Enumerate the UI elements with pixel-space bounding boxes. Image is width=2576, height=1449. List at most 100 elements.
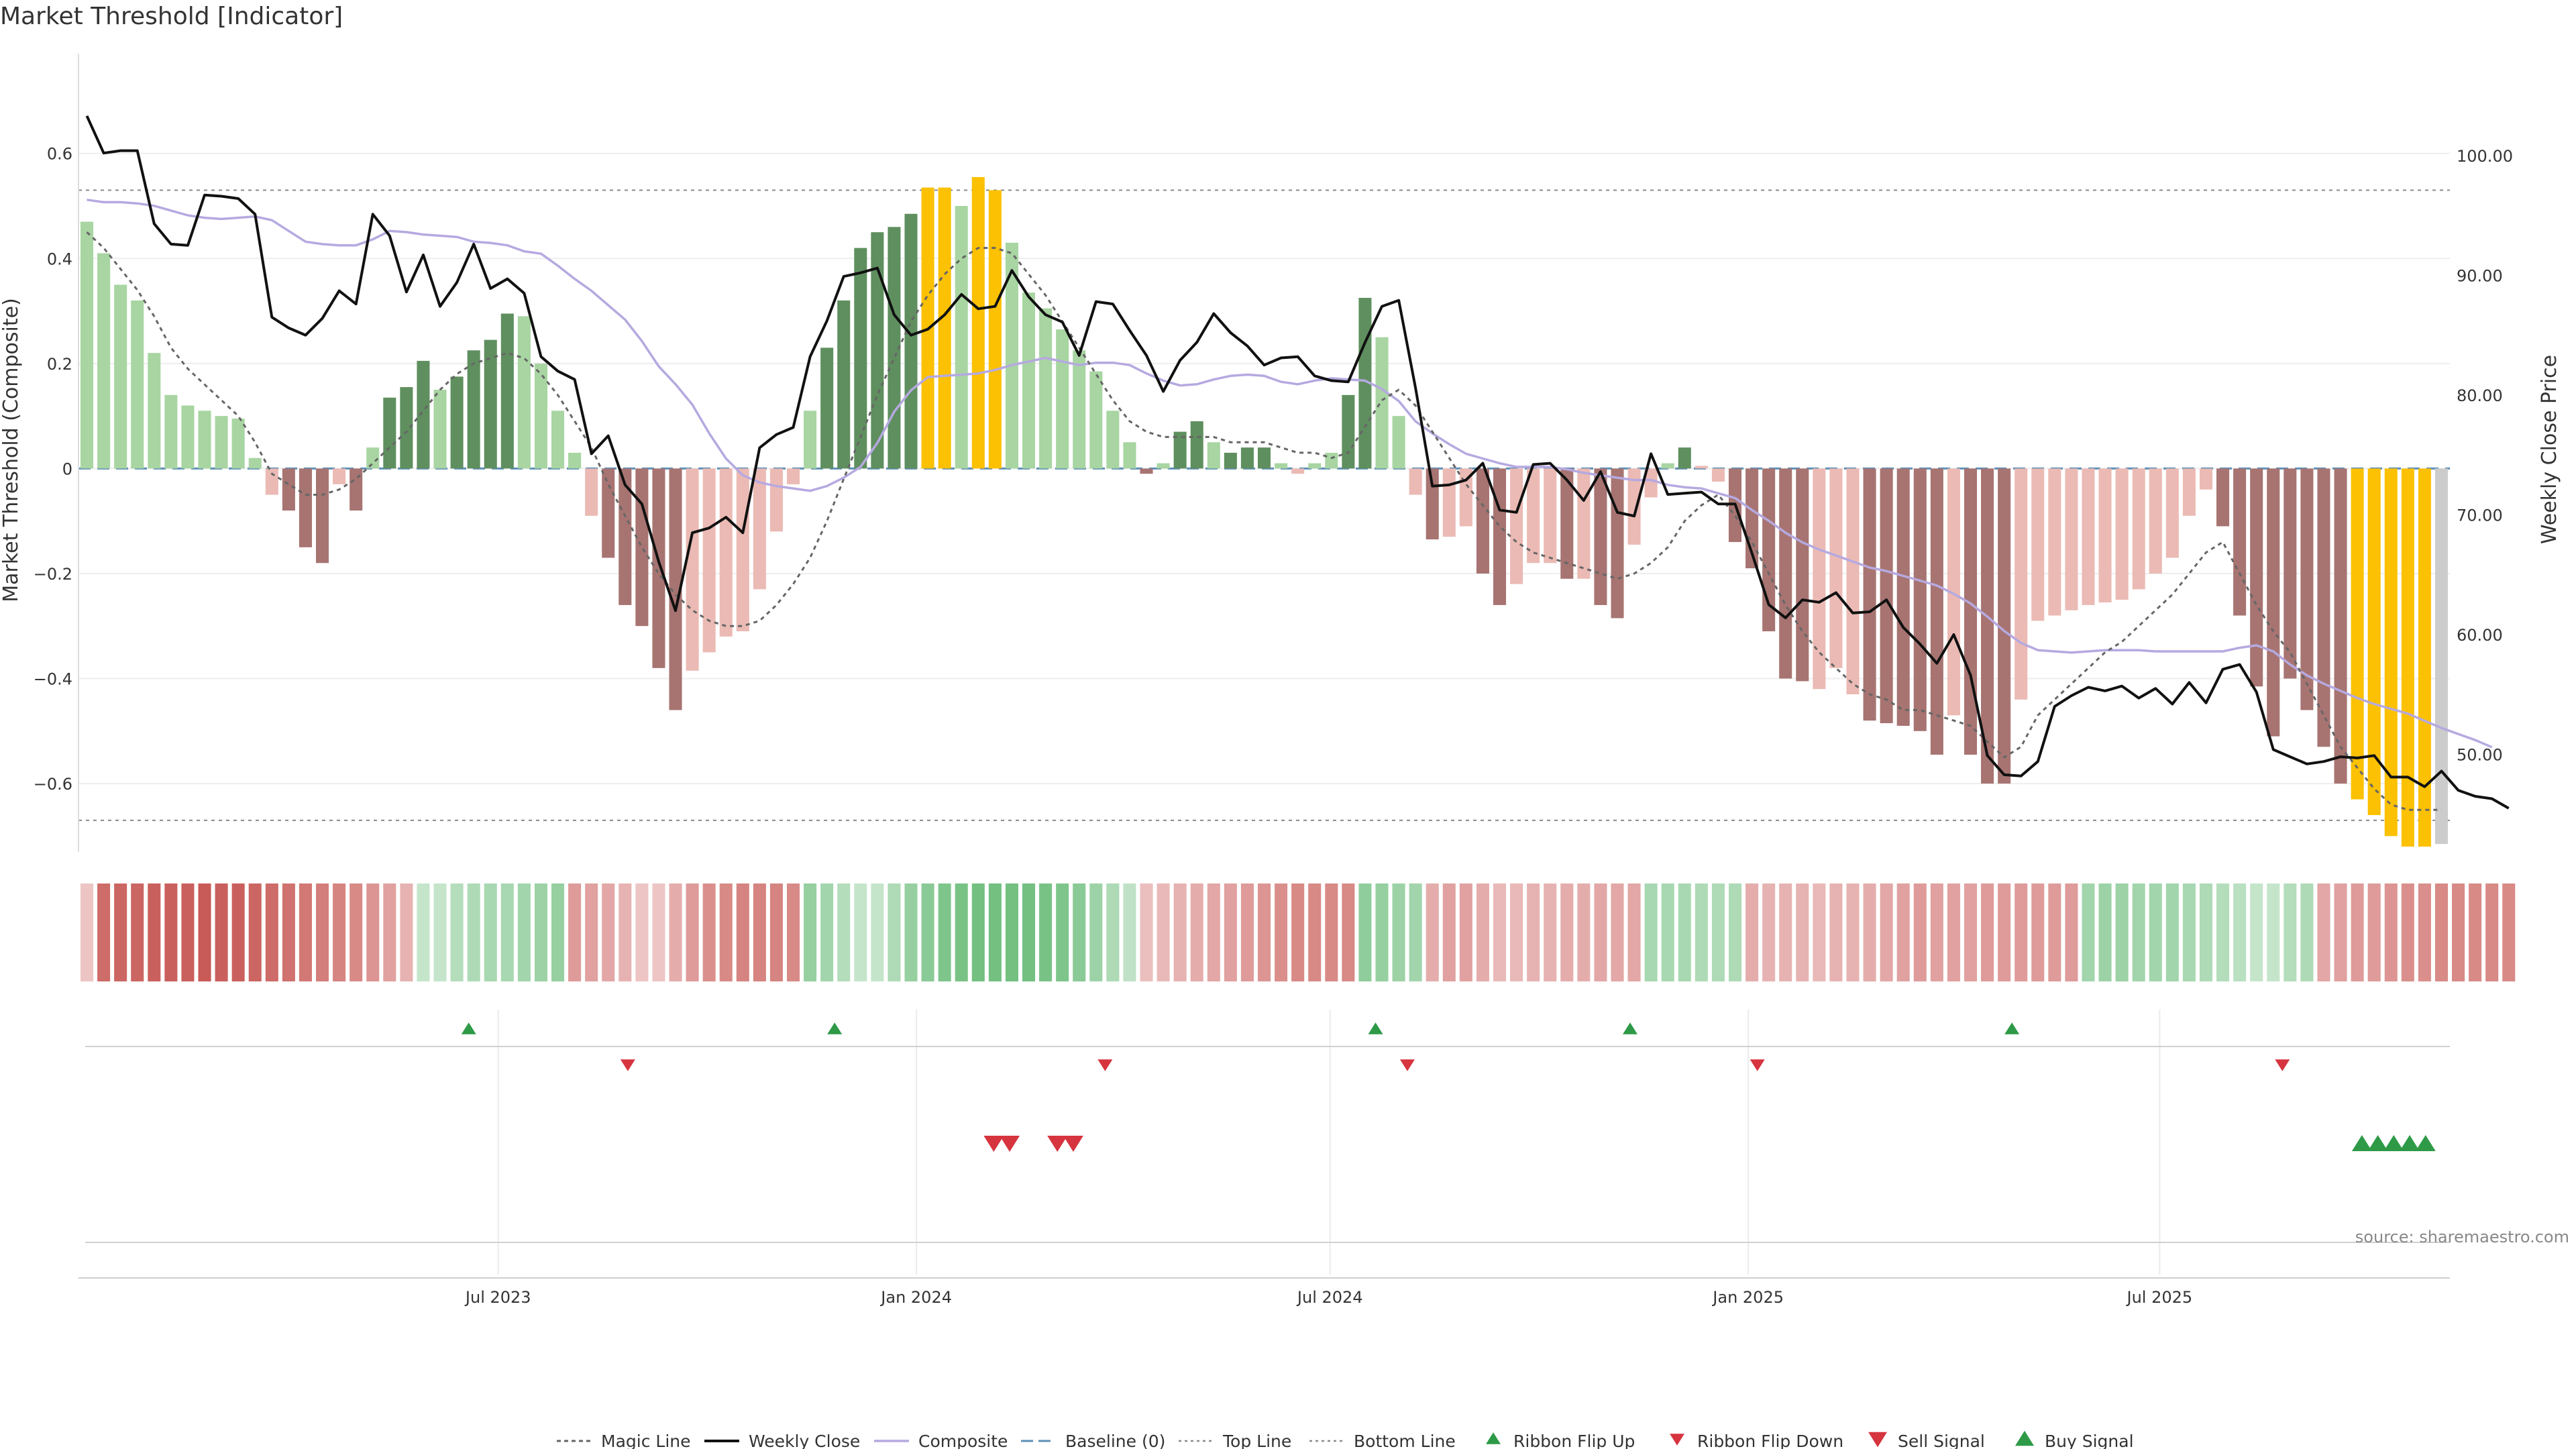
ribbon-flip-up-marker [461, 1022, 476, 1034]
ribbon-cell [2284, 883, 2297, 981]
ribbon-cell [148, 883, 161, 981]
composite-bar [1039, 308, 1053, 469]
ribbon-cell [97, 883, 111, 981]
legend-item: Composite [874, 1432, 1008, 1449]
ribbon-flip-up-marker [1622, 1022, 1638, 1034]
ribbon-cell [1913, 883, 1927, 981]
triangle-down-icon [1868, 1432, 1887, 1448]
composite-bar [350, 468, 363, 511]
ribbon-cell [2401, 883, 2414, 981]
ribbon-cell [1089, 883, 1103, 981]
composite-bar [1257, 447, 1271, 469]
ribbon-cell [854, 883, 867, 981]
ribbon-cell [619, 883, 632, 981]
composite-bar [1409, 468, 1422, 495]
ribbon-cell [450, 883, 464, 981]
composite-bar [1375, 337, 1389, 469]
composite-bar [1459, 468, 1472, 527]
ribbon-cell [938, 883, 951, 981]
ribbon-cell [1627, 883, 1641, 981]
ribbon-cell [1527, 883, 1540, 981]
ribbon-cell [1981, 883, 1994, 981]
ribbon-cell [1442, 883, 1456, 981]
legend-label: Sell Signal [1898, 1432, 1985, 1449]
ribbon-cell [988, 883, 1002, 981]
composite-bar [164, 394, 178, 469]
series-lines [85, 115, 2510, 811]
y-tick-label: 0.2 [47, 355, 72, 374]
composite-bar [1880, 468, 1893, 724]
triangle-down-icon [1670, 1434, 1684, 1446]
composite-bar [1358, 297, 1372, 469]
y-tick-label: −0.4 [34, 670, 72, 689]
ribbon-cell [1611, 883, 1624, 981]
ribbon-cell [1005, 883, 1018, 981]
ribbon-cell [517, 883, 531, 981]
sell-signal-marker [1047, 1136, 1068, 1152]
composite-bar [467, 350, 480, 469]
ribbon-cell [1896, 883, 1910, 981]
x-tick-label: Jul 2024 [1296, 1288, 1363, 1307]
buy-signal-marker [2367, 1135, 2388, 1151]
composite-bar [2165, 468, 2179, 558]
ribbon-cell [1073, 883, 1086, 981]
ribbon-cell [971, 883, 985, 981]
ribbon-cell [1711, 883, 1725, 981]
ribbon-cell [669, 883, 682, 981]
ribbon-cell [1140, 883, 1153, 981]
ribbon-cell [1746, 883, 1759, 981]
composite-bar [1140, 468, 1153, 474]
ribbon-cell [1240, 883, 1254, 981]
ribbon-cell [1123, 883, 1136, 981]
signal-markers [461, 1022, 2436, 1152]
ribbon-cell [2300, 883, 2314, 981]
ribbon-cell [1796, 883, 1809, 981]
ribbon-cell [1779, 883, 1792, 981]
composite-bar [736, 468, 749, 632]
composite-bar [1644, 468, 1658, 498]
ribbon-flip-up-marker [1368, 1022, 1383, 1034]
composite-bar [769, 468, 783, 532]
composite-bar [1930, 468, 1943, 755]
composite-bar [971, 176, 985, 469]
ribbon-cell [1544, 883, 1557, 981]
ribbon-cell [602, 883, 615, 981]
ribbon-cell [1813, 883, 1826, 981]
composite-bar [97, 253, 111, 469]
y2-tick-label: 50.00 [2457, 746, 2503, 765]
composite-bar [2132, 468, 2145, 590]
x-tick-label: Jan 2025 [1711, 1288, 1784, 1307]
reference-lines [78, 189, 2450, 1243]
ribbon-cell [1695, 883, 1708, 981]
composite-bar [265, 468, 278, 495]
ribbon-cell [837, 883, 851, 981]
ribbon-cell [2182, 883, 2196, 981]
composite-bar [1981, 468, 1994, 784]
ribbon-cell [2351, 883, 2364, 981]
composite-bar [2418, 468, 2431, 847]
y-tick-label: 0.6 [47, 145, 72, 164]
ribbon-cell [652, 883, 665, 981]
composite-bar [517, 316, 531, 469]
y2-axis-title: Weekly Close Price [2538, 355, 2561, 544]
ribbon-cell [2015, 883, 2028, 981]
composite-bar [753, 468, 766, 590]
ribbon-cell [904, 883, 918, 981]
composite-bar [2401, 468, 2414, 847]
composite-bar [1442, 468, 1456, 537]
composite-bar [1240, 447, 1254, 469]
composite-bar [131, 300, 144, 469]
ribbon-cell [131, 883, 144, 981]
ribbon-cell [1947, 883, 1960, 981]
weekly-close-line [85, 115, 2510, 810]
ribbon-cell [2065, 883, 2078, 981]
composite-bar [602, 468, 615, 558]
triangle-up-icon [2015, 1430, 2034, 1446]
buy-signal-marker [2383, 1135, 2404, 1151]
ribbon-cell [2250, 883, 2263, 981]
composite-bar [1813, 468, 1826, 690]
ribbon-flip-down-marker [2275, 1059, 2290, 1071]
composite-bar [938, 187, 951, 469]
ribbon-cell [1863, 883, 1876, 981]
ribbon-cell [769, 883, 783, 981]
